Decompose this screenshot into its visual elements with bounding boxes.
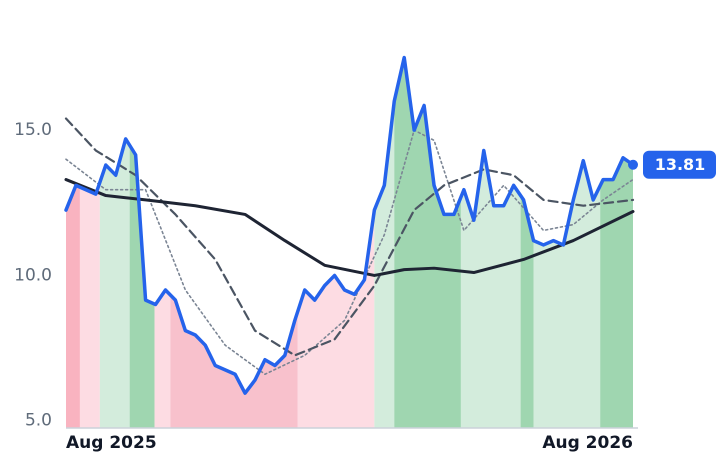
series-line <box>64 178 635 277</box>
value-badge <box>643 150 716 179</box>
series-line <box>65 129 634 376</box>
x-tick-label: Aug 2026 <box>542 433 633 453</box>
series-line <box>64 117 635 357</box>
y-tick-label: 15.0 <box>14 120 52 140</box>
regime-band <box>297 57 375 428</box>
y-tick-label: 10.0 <box>14 265 52 285</box>
regime-band <box>374 57 395 428</box>
last-point <box>628 159 638 170</box>
regime-band <box>79 57 100 428</box>
series-line <box>64 55 635 395</box>
regime-band <box>154 57 171 428</box>
y-tick-label: 5.0 <box>25 411 52 431</box>
regime-band <box>66 57 80 428</box>
value-label: 13.81 <box>655 155 706 174</box>
regime-band <box>99 57 130 428</box>
x-tick-label: Aug 2025 <box>66 433 157 453</box>
regime-band <box>394 57 461 428</box>
regime-band <box>460 57 521 428</box>
